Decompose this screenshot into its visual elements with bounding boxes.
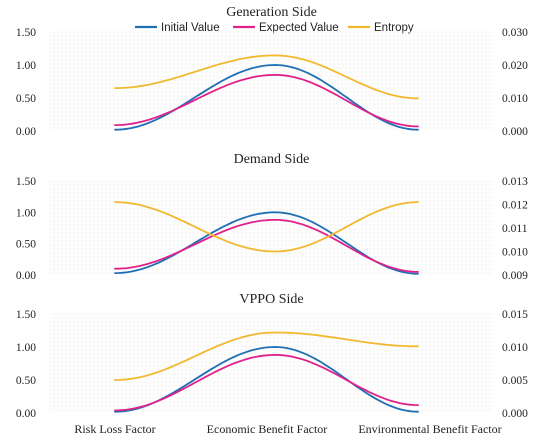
y-right-tick-label: 0.020: [502, 60, 528, 72]
y-right-tick-label: 0.030: [502, 27, 528, 39]
y-right-tick-label: 0.005: [502, 375, 528, 387]
chart-vppo-side: VPPO Side 0.00 0.50 1.00 1.50 0.000 0.005 0.010…: [16, 292, 528, 420]
y-right-tick-label: 0.013: [502, 176, 528, 188]
series-line-initial-value: [114, 211, 419, 275]
y-right-tick-label: 0.000: [502, 408, 528, 420]
y-right-tick-label: 0.015: [502, 309, 528, 321]
grid: [49, 31, 493, 131]
y-right-tick-label: 0.012: [502, 200, 528, 212]
x-tick-label-economic-benefit-factor: Economic Benefit Factor: [207, 422, 328, 436]
y-left-tick-label: 0.50: [16, 239, 36, 251]
y-left-tick-label: 1.00: [16, 60, 36, 72]
y-left-tick-label: 1.00: [16, 207, 36, 219]
y-right-tick-label: 0.000: [502, 126, 528, 138]
y-right-tick-label: 0.009: [502, 270, 528, 282]
legend-item-expected-value: Expected Value: [233, 22, 339, 34]
series-line-entropy: [114, 54, 419, 100]
y-left-tick-label: 0.50: [16, 93, 36, 105]
y-left-tick-label: 1.50: [16, 176, 36, 188]
y-right-tick-label: 0.011: [502, 223, 528, 235]
y-left-tick-label: 1.50: [16, 309, 36, 321]
series-line-entropy: [114, 331, 419, 381]
y-right-tick-label: 0.010: [502, 342, 528, 354]
series-line-initial-value: [114, 346, 419, 413]
legend-label: Entropy: [374, 22, 414, 34]
series-line-entropy: [114, 201, 419, 253]
series-line-expected-value: [114, 353, 419, 412]
y-left-tick-label: 0.00: [16, 408, 36, 420]
chart-panels: Generation Side 0.00 0.50 1.00 1.50 0.000 0.01…: [16, 5, 528, 420]
x-axis-labels: Risk Loss Factor Economic Benefit Factor E…: [74, 422, 501, 436]
series-line-expected-value: [114, 74, 419, 128]
chart-generation-side: Generation Side 0.00 0.50 1.00 1.50 0.000 0.01…: [16, 5, 528, 138]
y-left-tick-label: 1.00: [16, 342, 36, 354]
x-tick-label-environmental-benefit-factor: Environmental Benefit Factor: [358, 422, 501, 436]
y-left-tick-label: 0.50: [16, 375, 36, 387]
grid: [49, 180, 493, 275]
chart-title: Demand Side: [234, 152, 310, 167]
legend-label: Expected Value: [259, 22, 339, 34]
chart-title: VPPO Side: [239, 292, 303, 307]
legend-label: Initial Value: [161, 22, 220, 34]
y-left-tick-label: 0.00: [16, 270, 36, 282]
x-tick-label-risk-loss-factor: Risk Loss Factor: [74, 422, 155, 436]
legend: Initial Value Expected Value Entropy: [135, 22, 414, 34]
y-left-tick-label: 1.50: [16, 27, 36, 39]
series-line-expected-value: [114, 218, 419, 273]
chart-title: Generation Side: [226, 5, 317, 20]
y-left-tick-label: 0.00: [16, 126, 36, 138]
y-right-tick-label: 0.010: [502, 93, 528, 105]
chart-demand-side: Demand Side 0.00 0.50 1.00 1.50 0.009 0.010 0.0…: [16, 152, 528, 282]
legend-item-entropy: Entropy: [348, 22, 414, 34]
legend-item-initial-value: Initial Value: [135, 22, 220, 34]
grid: [49, 313, 493, 413]
y-right-tick-label: 0.010: [502, 247, 528, 259]
